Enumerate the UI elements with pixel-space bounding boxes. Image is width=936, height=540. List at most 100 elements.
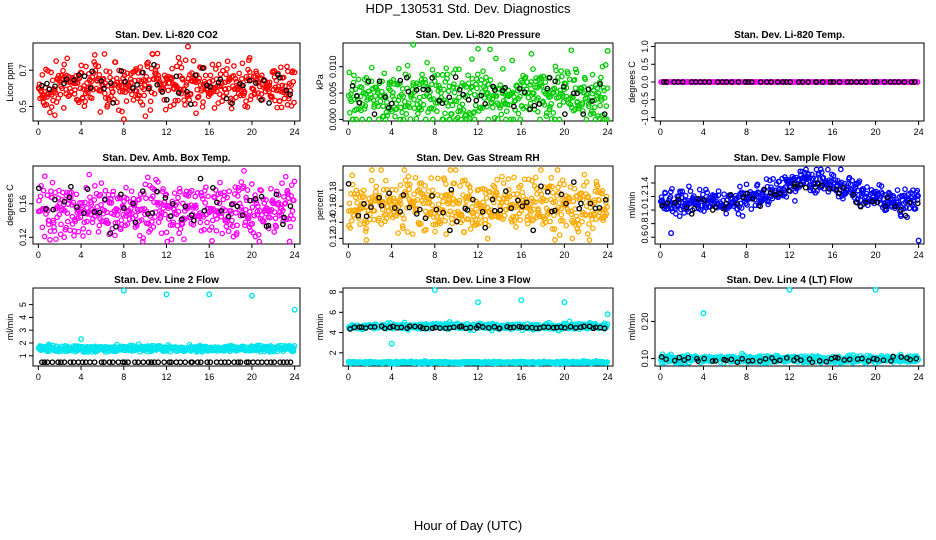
data-point <box>78 62 85 69</box>
data-point <box>225 359 232 366</box>
data-point <box>451 81 457 87</box>
data-point <box>579 100 586 106</box>
data-point <box>830 79 837 85</box>
data-point <box>43 101 50 108</box>
data-point <box>530 90 537 97</box>
data-point <box>355 215 362 221</box>
data-point <box>137 64 144 70</box>
data-point <box>720 197 727 204</box>
data-point <box>676 213 683 220</box>
data-point <box>155 75 162 82</box>
data-point <box>422 182 428 189</box>
data-point <box>915 193 921 199</box>
data-point <box>147 107 154 113</box>
data-point <box>696 186 703 193</box>
data-point <box>215 61 222 68</box>
data-point <box>596 197 603 204</box>
data-point <box>807 187 814 194</box>
data-point <box>404 62 411 69</box>
data-point <box>429 75 436 81</box>
data-point <box>517 217 524 223</box>
data-point <box>891 194 897 201</box>
x-tick-label: 16 <box>828 127 838 137</box>
data-point <box>239 212 246 219</box>
data-point <box>258 91 265 97</box>
data-point <box>470 196 476 203</box>
data-point <box>89 219 96 226</box>
data-point <box>517 93 523 100</box>
data-point <box>914 187 921 194</box>
data-point <box>810 175 816 182</box>
data-point <box>193 110 199 117</box>
data-point <box>64 218 71 225</box>
data-point <box>906 199 913 206</box>
data-point <box>81 103 88 110</box>
data-point <box>399 223 406 229</box>
data-point <box>497 82 504 88</box>
outlier-point <box>291 306 298 313</box>
data-point <box>538 167 544 173</box>
data-point <box>178 64 185 71</box>
data-point <box>119 88 126 95</box>
data-point <box>515 197 521 204</box>
data-point <box>211 194 218 201</box>
data-point <box>142 181 149 188</box>
data-point <box>190 217 197 224</box>
data-point <box>914 79 921 85</box>
y-tick-label: 4 <box>328 330 338 335</box>
data-point <box>558 73 565 80</box>
data-point <box>101 51 108 57</box>
y-tick-label: 0.0 <box>640 76 650 89</box>
data-point <box>260 77 267 84</box>
data-point <box>201 226 207 233</box>
data-point <box>415 110 421 117</box>
data-point <box>188 187 195 194</box>
data-point <box>58 72 65 79</box>
data-point <box>197 219 204 226</box>
data-point <box>223 71 229 78</box>
data-point <box>377 98 384 105</box>
data-point <box>346 109 353 116</box>
data-point <box>448 190 455 196</box>
data-point <box>546 74 553 81</box>
data-point <box>446 94 453 101</box>
data-point <box>52 83 58 90</box>
data-point <box>362 103 369 109</box>
data-point <box>355 76 362 83</box>
x-tick-label: 24 <box>290 250 300 260</box>
data-point <box>369 167 375 173</box>
data-point <box>68 183 74 190</box>
data-point <box>135 359 142 366</box>
data-point <box>61 198 68 205</box>
data-point <box>196 75 203 82</box>
data-point <box>84 218 90 225</box>
data-point <box>469 204 476 210</box>
x-tick-label: 8 <box>744 372 749 382</box>
data-point <box>45 221 52 228</box>
data-point <box>416 186 423 193</box>
data-point <box>493 190 500 197</box>
x-tick-label: 16 <box>204 127 214 137</box>
data-point <box>241 168 247 174</box>
data-point <box>163 96 170 103</box>
data-point <box>96 72 103 78</box>
data-point <box>165 87 172 94</box>
data-point <box>52 90 59 96</box>
data-point <box>170 219 177 226</box>
data-point <box>524 324 530 331</box>
data-point <box>429 187 436 194</box>
data-point <box>349 82 356 89</box>
x-tick-label: 8 <box>432 250 437 260</box>
data-point <box>232 75 239 82</box>
data-point <box>783 193 790 200</box>
data-point <box>350 116 356 123</box>
data-point <box>440 116 447 123</box>
data-point <box>659 203 665 209</box>
data-point <box>199 65 206 71</box>
data-point <box>287 91 293 98</box>
data-point <box>860 187 867 194</box>
data-point <box>517 116 524 123</box>
data-point <box>282 200 289 206</box>
data-point <box>376 78 383 85</box>
